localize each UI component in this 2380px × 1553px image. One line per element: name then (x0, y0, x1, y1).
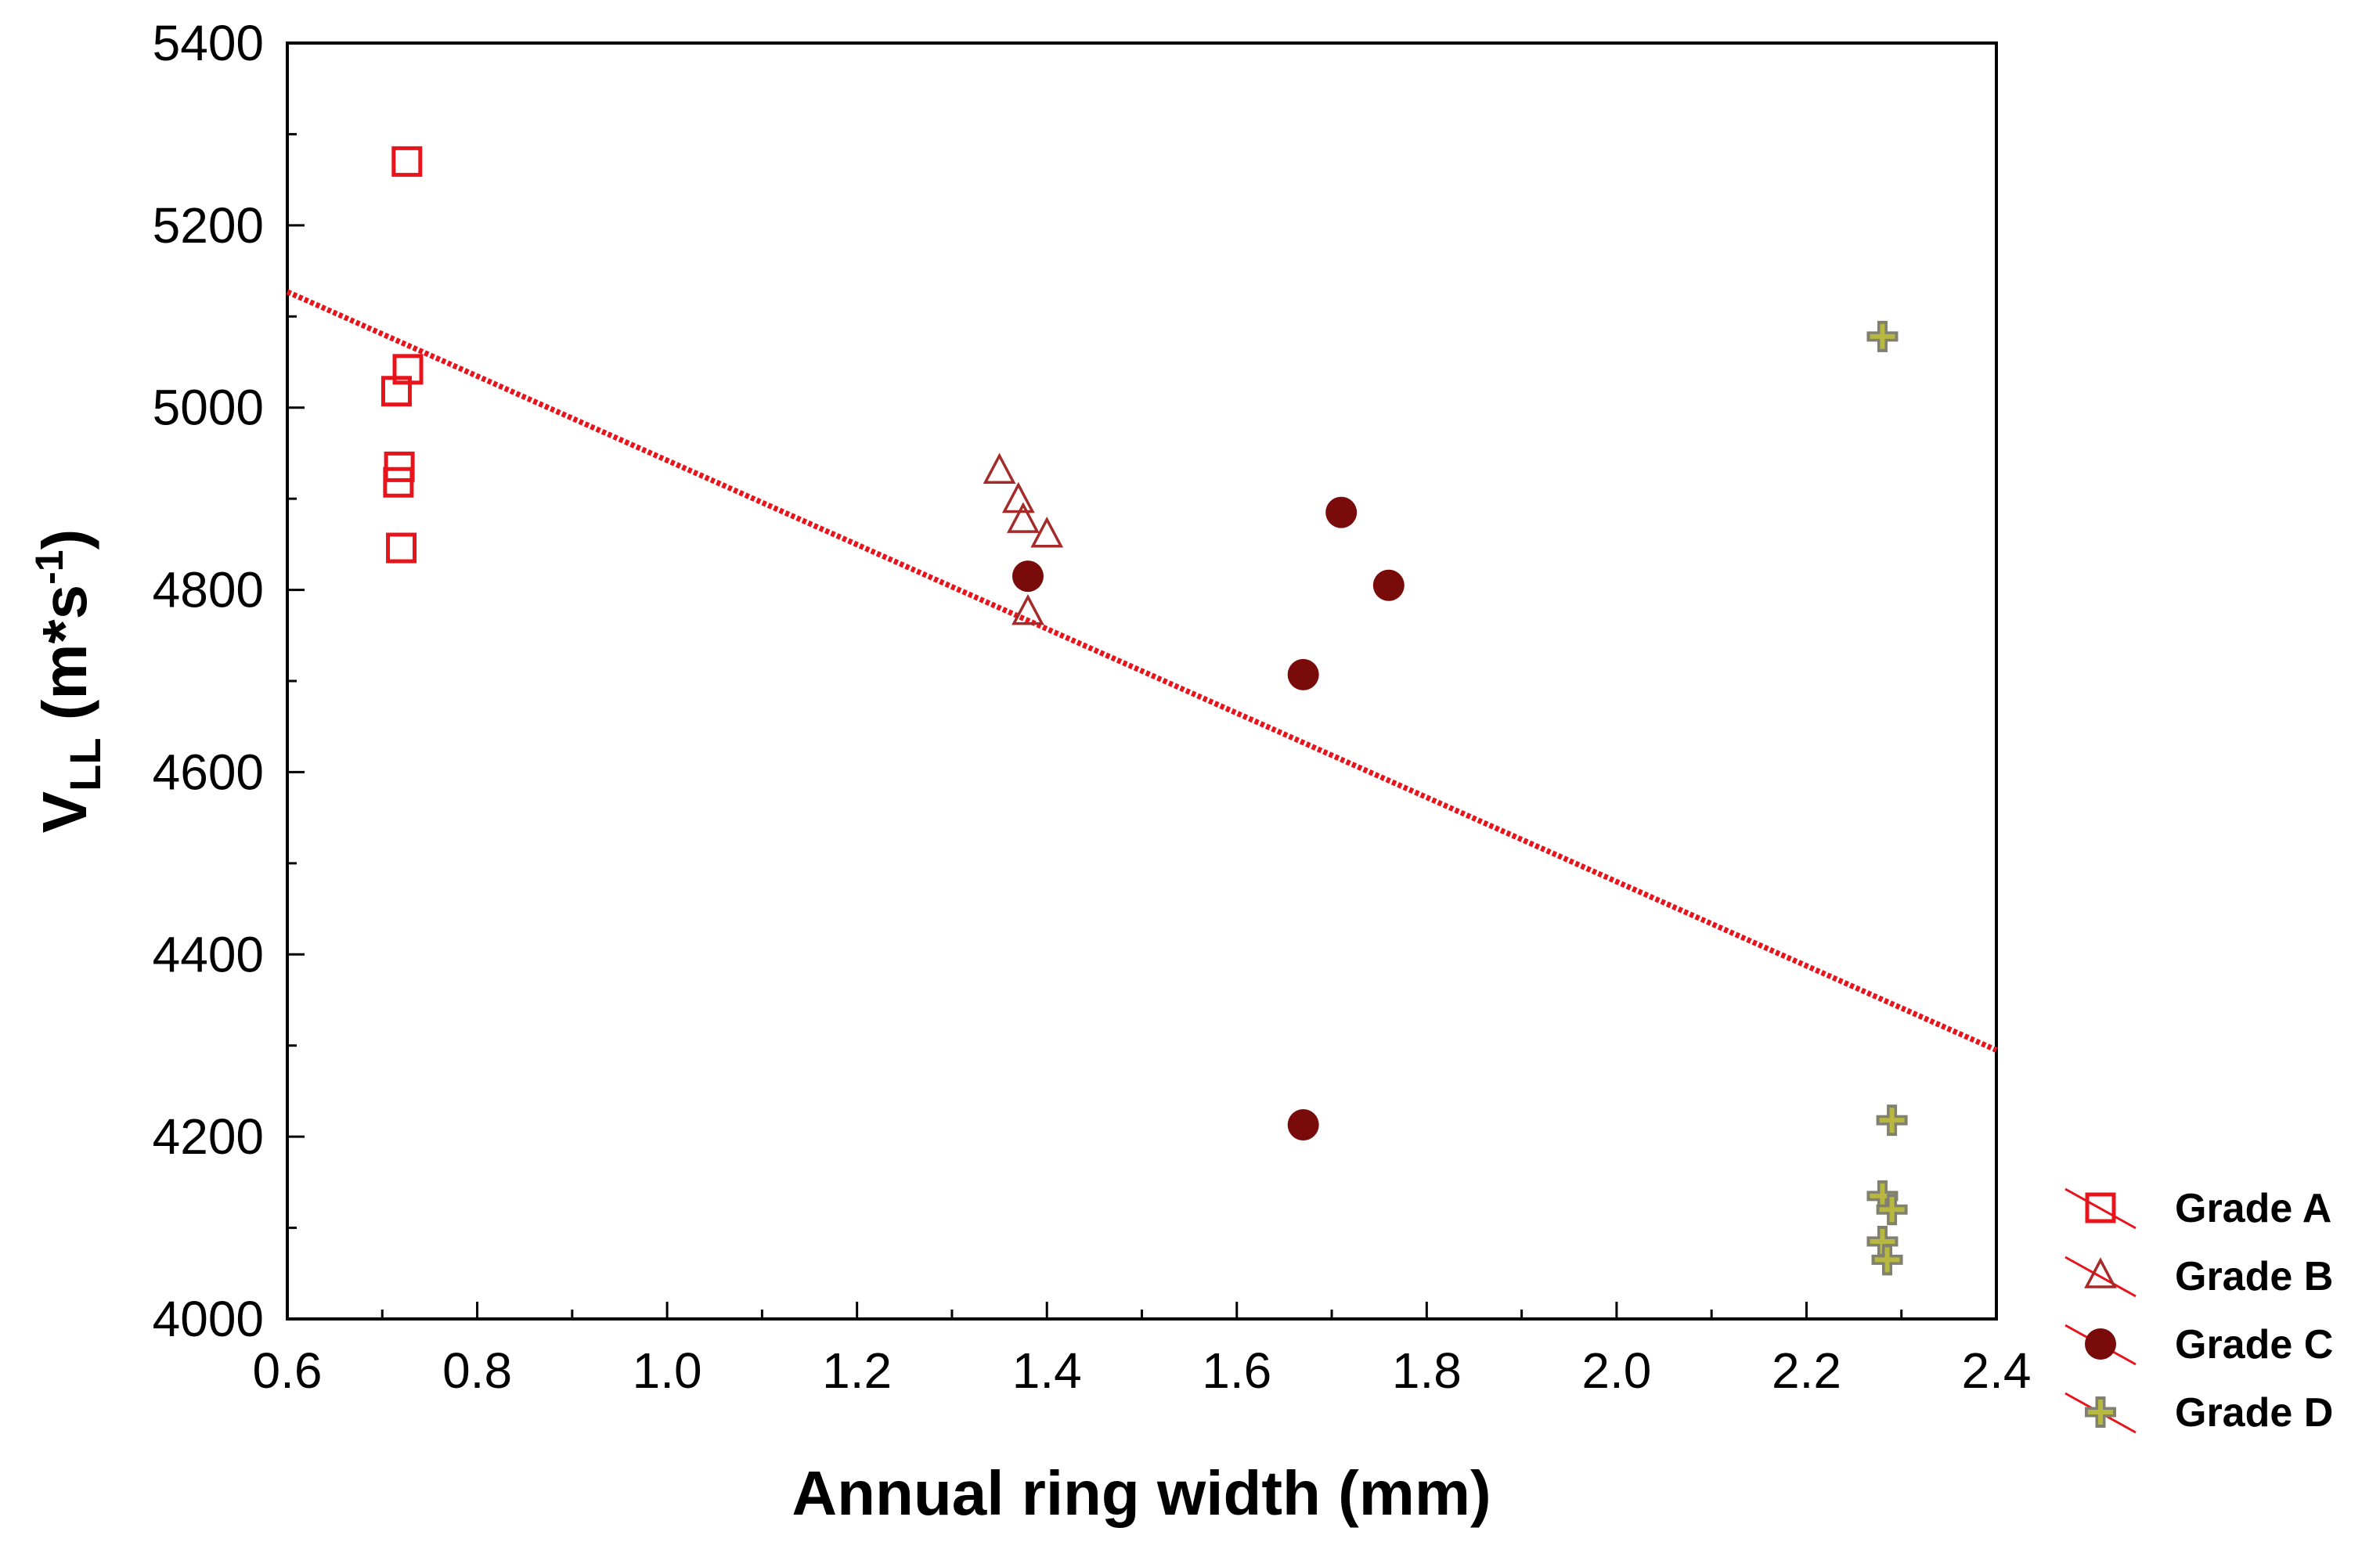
y-tick-label: 4800 (153, 562, 264, 618)
grade-c-point (1287, 658, 1319, 690)
grade-a-point (391, 146, 423, 177)
x-tick-label: 2.2 (1772, 1342, 1841, 1399)
x-axis: 0.6 0.8 1.0 1.2 1.4 1.6 1.8 2.0 2.2 2.4 (253, 1302, 2032, 1399)
grade-b-point (1006, 502, 1040, 533)
legend-item-grade-c: Grade C (2064, 1322, 2333, 1367)
x-tick-label: 0.6 (253, 1342, 323, 1399)
y-tick-label: 4600 (153, 744, 264, 800)
legend-item-grade-b: Grade B (2064, 1254, 2333, 1299)
legend-marker (2084, 1257, 2117, 1288)
legend-label: Grade B (2175, 1254, 2333, 1299)
y-tick-label: 5400 (153, 15, 264, 71)
grade-a-point (380, 376, 412, 407)
y-axis: 4000 4200 4400 4600 4800 5000 5200 5400 (153, 15, 305, 1347)
grade-c-point (1287, 1109, 1319, 1141)
trendline-group (286, 289, 1998, 1053)
grade-a-point (383, 467, 414, 498)
plot-frame (286, 41, 1998, 1321)
legend: Grade A Grade B Grade C Grade D (2064, 1186, 2333, 1436)
x-axis-title: Annual ring width (mm) (792, 1458, 1491, 1528)
legend-label: Grade A (2175, 1186, 2331, 1231)
x-tick-label: 1.2 (822, 1342, 892, 1399)
x-tick-label: 2.0 (1581, 1342, 1651, 1399)
grade-c-point (1372, 569, 1405, 601)
grade-b-point (1030, 516, 1064, 548)
x-tick-label: 0.8 (442, 1342, 512, 1399)
legend-item-grade-d: Grade D (2064, 1390, 2333, 1436)
legend-line (2064, 1256, 2137, 1298)
y-tick-label: 4200 (153, 1108, 264, 1165)
x-tick-label: 1.8 (1392, 1342, 1462, 1399)
x-tick-label: 1.0 (633, 1342, 702, 1399)
grade-d-point (1876, 1194, 1908, 1226)
grade-c-point (1325, 496, 1358, 528)
legend-marker (2085, 1192, 2116, 1223)
trendline (286, 289, 1998, 1053)
x-tick-label: 2.4 (1962, 1342, 2032, 1399)
legend-marker (2085, 1328, 2116, 1360)
y-tick-label: 5000 (153, 380, 264, 436)
x-tick-label: 1.4 (1012, 1342, 1082, 1399)
x-tick-label: 1.6 (1202, 1342, 1271, 1399)
y-tick-label: 4400 (153, 926, 264, 982)
grade-b-point (1001, 481, 1035, 513)
grade-a-point (384, 451, 415, 482)
grade-d-point (1876, 1104, 1908, 1137)
grade-a-point (386, 532, 417, 564)
grade-d-point (1866, 320, 1899, 352)
grade-d-point (1871, 1244, 1903, 1276)
grade-b-point (1012, 593, 1044, 625)
y-axis-title: VLL (m*s-1) (27, 529, 110, 834)
y-tick-label: 4000 (153, 1291, 264, 1347)
legend-label: Grade D (2175, 1390, 2333, 1436)
y-tick-label: 5200 (153, 197, 264, 254)
data-points (380, 146, 1908, 1276)
grade-c-point (1012, 560, 1044, 593)
grade-b-point (983, 452, 1016, 484)
legend-label: Grade C (2175, 1322, 2333, 1367)
legend-item-grade-a: Grade A (2064, 1186, 2331, 1231)
legend-line (2064, 1187, 2137, 1230)
legend-marker (2085, 1396, 2116, 1428)
